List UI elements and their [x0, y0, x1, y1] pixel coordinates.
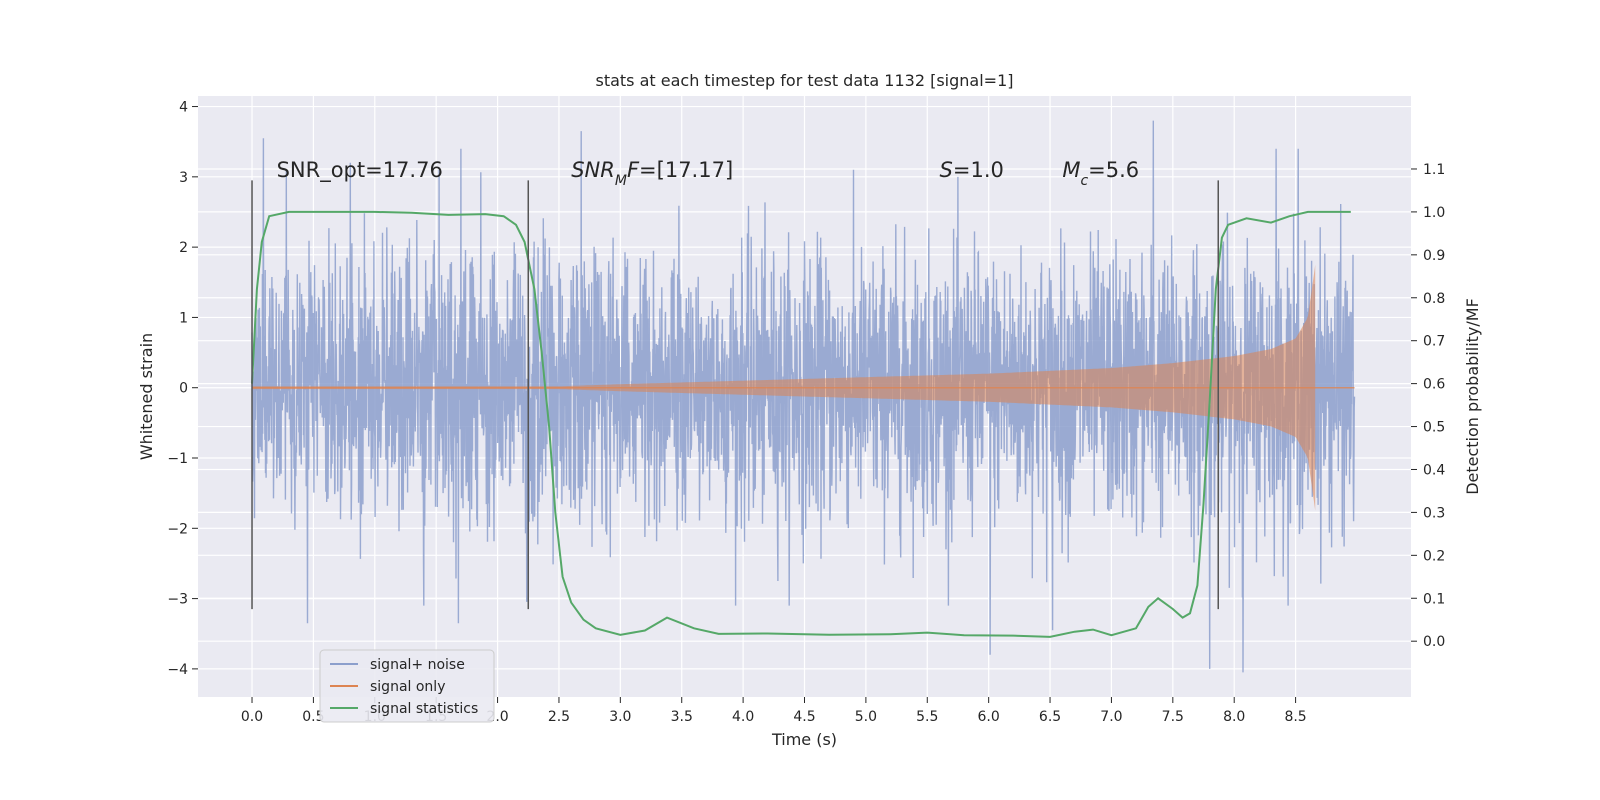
y2-tick-label: 0.9: [1423, 248, 1445, 264]
annotation-text: SNRMF=[17.17]: [571, 158, 733, 189]
annotation-text: S=1.0: [940, 158, 1004, 182]
annotation-text: SNR_opt=17.76: [277, 158, 443, 183]
annotation-layer: SNR_opt=17.76 SNRMF=[17.17] S=1.0 Mc=5.6: [277, 158, 1140, 189]
axes-layer: 0.00.51.01.52.02.53.03.54.04.55.05.56.06…: [167, 100, 1445, 725]
x-axis-label: Time (s): [771, 730, 837, 749]
x-tick-label: 7.0: [1100, 709, 1122, 725]
y2-tick-label: 0.6: [1423, 377, 1445, 393]
y-tick-label: 4: [179, 100, 188, 116]
x-tick-label: 3.5: [671, 709, 693, 725]
y2-tick-label: 0.5: [1423, 420, 1445, 436]
y-tick-label: 1: [179, 310, 188, 326]
y-tick-label: −3: [167, 592, 188, 608]
legend-label: signal+ noise: [370, 657, 465, 673]
x-tick-label: 2.5: [548, 709, 570, 725]
legend-label: signal statistics: [370, 701, 478, 717]
chart-title: stats at each timestep for test data 113…: [595, 71, 1013, 90]
x-tick-label: 5.0: [855, 709, 877, 725]
x-tick-label: 6.5: [1039, 709, 1061, 725]
vline-layer: [251, 180, 1219, 610]
y2-tick-label: 0.1: [1423, 591, 1445, 607]
y2-tick-label: 0.0: [1423, 634, 1445, 650]
legend: signal+ noise signal only signal statistic…: [319, 649, 495, 723]
legend-box: [319, 649, 495, 723]
x-tick-label: 3.0: [609, 709, 631, 725]
series-layer: [251, 120, 1356, 673]
y-tick-label: 0: [179, 381, 188, 397]
y2-tick-label: 1.1: [1423, 162, 1445, 178]
y-tick-label: −1: [167, 451, 188, 467]
y2-tick-label: 0.8: [1423, 291, 1445, 307]
y2-tick-label: 0.2: [1423, 548, 1445, 564]
x-tick-label: 7.5: [1162, 709, 1184, 725]
y-tick-label: −4: [167, 662, 188, 678]
x-tick-label: 4.0: [732, 709, 754, 725]
y2-tick-label: 0.7: [1423, 334, 1445, 350]
x-tick-label: 6.0: [978, 709, 1000, 725]
y2-tick-label: 1.0: [1423, 205, 1445, 221]
y-tick-label: −2: [167, 521, 188, 537]
y-tick-label: 3: [179, 170, 188, 186]
x-tick-label: 8.0: [1223, 709, 1245, 725]
annotation-text: Mc=5.6: [1062, 158, 1139, 189]
x-tick-label: 0.0: [241, 709, 263, 725]
x-tick-label: 8.5: [1284, 709, 1306, 725]
y2-tick-label: 0.3: [1423, 505, 1445, 521]
y2-axis-label: Detection probability/MF: [1463, 298, 1482, 495]
y-axis-label: Whitened strain: [137, 333, 156, 460]
series-signal-statistics-line: [251, 210, 1351, 638]
x-tick-label: 0.5: [302, 709, 324, 725]
legend-label: signal only: [370, 679, 445, 695]
x-tick-label: 4.5: [793, 709, 815, 725]
x-tick-label: 5.5: [916, 709, 938, 725]
y2-tick-label: 0.4: [1423, 462, 1445, 478]
y-tick-label: 2: [179, 240, 188, 256]
